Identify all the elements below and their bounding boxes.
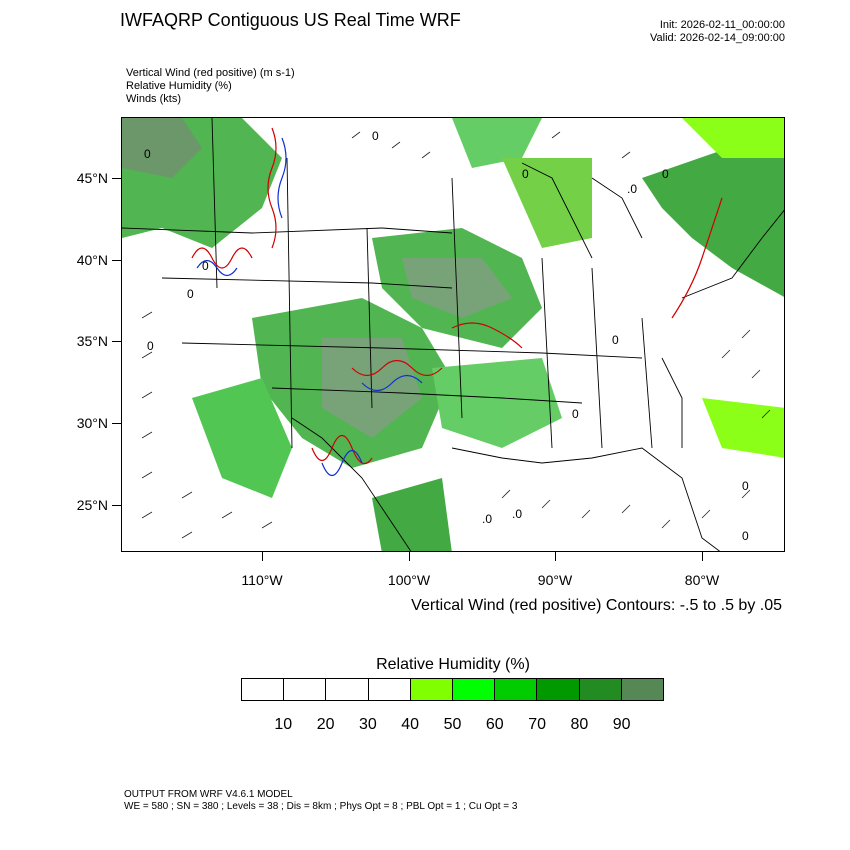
lon-tick [702, 552, 703, 561]
colorbar-box [284, 679, 327, 700]
field-label-relative-humidity: Relative Humidity (%) [126, 80, 232, 92]
lat-label-40n: 40°N [76, 252, 108, 268]
lon-tick [409, 552, 410, 561]
colorbar-box [621, 679, 664, 700]
humidity-shading [122, 118, 784, 551]
contour-label-zero: 0 [572, 407, 579, 421]
boundaries [122, 118, 784, 551]
contour-label-zero: 0 [742, 479, 749, 493]
lat-tick [112, 260, 121, 261]
vertical-wind-contours [191, 127, 723, 477]
lat-tick [112, 341, 121, 342]
colorbar-title: Relative Humidity (%) [376, 656, 530, 673]
contour-label-zero: 0 [662, 167, 669, 181]
colorbar-box [410, 679, 454, 700]
colorbar-tick-label: 10 [274, 716, 293, 733]
contour-note: Vertical Wind (red positive) Contours: -… [411, 597, 782, 614]
contour-label-zero: 0 [187, 287, 194, 301]
contour-label-zero: 0 [202, 259, 209, 273]
map-panel: 0 0 0 0 .0 0 0 0 0 0 0 .0 .0 0 [121, 117, 785, 552]
colorbar-tick-label: 90 [612, 716, 631, 733]
colorbar-box [495, 679, 538, 700]
colorbar-box [537, 679, 580, 700]
wind-barbs [141, 131, 771, 539]
contour-markers: 0 0 0 0 .0 0 0 0 0 0 0 .0 .0 0 [144, 129, 749, 543]
colorbar-box [326, 679, 369, 700]
contour-label-zero: 0 [144, 147, 151, 161]
lat-tick [112, 423, 121, 424]
lat-label-45n: 45°N [76, 170, 108, 186]
lon-label-80w: 80°W [684, 572, 720, 588]
contour-label-zero: 0 [742, 529, 749, 543]
colorbar-box [579, 679, 622, 700]
colorbar-box [242, 679, 285, 700]
init-time: Init: 2026-02-11_00:00:00 [659, 19, 785, 31]
lat-label-25n: 25°N [76, 497, 108, 513]
field-label-winds: Winds (kts) [126, 93, 181, 105]
colorbar-box [368, 679, 411, 700]
lat-label-30n: 30°N [76, 415, 108, 431]
valid-time: Valid: 2026-02-14_09:00:00 [650, 32, 785, 44]
colorbar-tick-label: 70 [528, 716, 546, 733]
lon-tick [262, 552, 263, 561]
footer-model: OUTPUT FROM WRF V4.6.1 MODEL [124, 789, 293, 800]
contour-label-zero: .0 [627, 182, 637, 196]
colorbar-tick-label: 30 [358, 716, 377, 733]
humidity-colorbar [241, 678, 664, 701]
map-title: IWFAQRP Contiguous US Real Time WRF [120, 10, 461, 30]
lon-label-110w: 110°W [241, 572, 283, 588]
lat-tick [112, 178, 121, 179]
footer-params: WE = 580 ; SN = 380 ; Levels = 38 ; Dis … [124, 801, 518, 812]
contour-label-zero: .0 [512, 507, 522, 521]
colorbar-tick-label: 20 [316, 716, 335, 733]
lat-tick [112, 505, 121, 506]
field-label-vertical-wind: Vertical Wind (red positive) (m s-1) [126, 67, 295, 79]
contour-label-zero: .0 [482, 512, 492, 526]
colorbar-tick-label: 80 [570, 716, 589, 733]
contour-label-zero: 0 [612, 333, 619, 347]
colorbar-box [453, 679, 496, 700]
contour-label-zero: 0 [372, 129, 379, 143]
lon-tick [555, 552, 556, 561]
contour-label-zero: 0 [147, 339, 154, 353]
contour-label-zero: 0 [522, 167, 529, 181]
colorbar-tick-label: 40 [401, 716, 420, 733]
lon-label-90w: 90°W [537, 572, 573, 588]
colorbar-tick-label: 50 [443, 716, 462, 733]
lat-label-35n: 35°N [76, 333, 108, 349]
lon-label-100w: 100°W [387, 572, 431, 588]
colorbar-tick-label: 60 [485, 716, 504, 733]
weather-map: 0 0 0 0 .0 0 0 0 0 0 0 .0 .0 0 [122, 118, 784, 551]
